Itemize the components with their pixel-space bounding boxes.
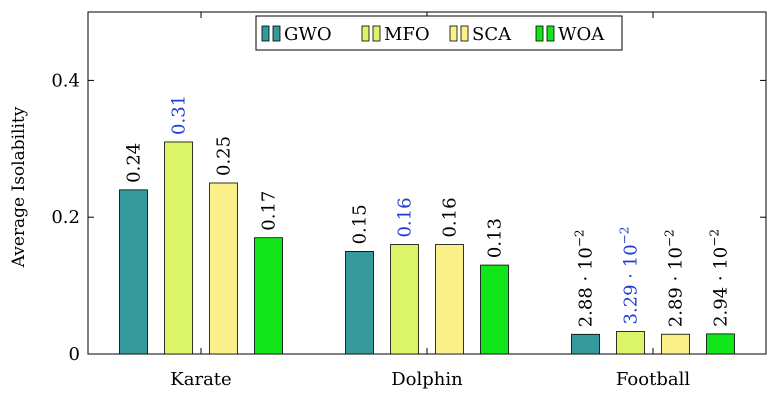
data-label-value: 2.88 · 10 bbox=[576, 247, 597, 327]
y-tick-label: 0.2 bbox=[51, 207, 80, 228]
legend-box bbox=[255, 15, 623, 51]
data-label-exponent: −2 bbox=[618, 227, 632, 245]
data-label-gwo-football: 2.88 · 10−2 bbox=[573, 229, 597, 327]
legend-swatch bbox=[460, 25, 469, 42]
y-axis-title: Average Isolability bbox=[9, 106, 29, 268]
legend-label: MFO bbox=[384, 24, 430, 45]
y-tick-label: 0 bbox=[69, 344, 80, 365]
data-label-mfo-dolphin: 0.16 bbox=[395, 197, 416, 237]
data-label-sca-football: 2.89 · 10−2 bbox=[663, 229, 687, 327]
legend-item-woa: WOA bbox=[535, 24, 605, 45]
bar-sca-karate bbox=[209, 182, 238, 355]
data-label-woa-football: 2.94 · 10−2 bbox=[708, 229, 732, 327]
bar-mfo-karate bbox=[164, 141, 193, 355]
data-labels: 0.240.152.88 · 10−20.310.163.29 · 10−20.… bbox=[124, 95, 732, 327]
data-label-value: 0.31 bbox=[169, 95, 190, 135]
data-label-value: 0.16 bbox=[440, 197, 461, 237]
y-tick-label: 0.4 bbox=[51, 70, 80, 91]
bar-woa-football bbox=[706, 333, 735, 355]
legend-item-sca: SCA bbox=[449, 24, 512, 45]
data-label-value: 0.17 bbox=[259, 191, 280, 231]
legend: GWO MFO SCA WOA bbox=[255, 15, 623, 51]
legend-swatch bbox=[546, 25, 555, 42]
data-label-value: 2.94 · 10 bbox=[711, 247, 732, 327]
legend-label: WOA bbox=[558, 24, 605, 45]
legend-swatch bbox=[361, 25, 370, 42]
legend-swatch bbox=[372, 25, 381, 42]
bar-sca-dolphin bbox=[435, 244, 464, 355]
y-axis: 0 0.2 0.4 bbox=[51, 70, 766, 365]
x-tick-label: Football bbox=[616, 369, 690, 390]
legend-label: SCA bbox=[472, 24, 512, 45]
data-label-sca-dolphin: 0.16 bbox=[440, 197, 461, 237]
data-label-value: 0.25 bbox=[214, 136, 235, 176]
data-label-gwo-dolphin: 0.15 bbox=[350, 204, 371, 244]
data-label-woa-dolphin: 0.13 bbox=[485, 218, 506, 258]
legend-swatch bbox=[535, 25, 544, 42]
x-tick-label: Dolphin bbox=[391, 369, 463, 390]
data-label-exponent: −2 bbox=[663, 229, 677, 247]
legend-label: GWO bbox=[284, 24, 332, 45]
data-label-exponent: −2 bbox=[708, 229, 722, 247]
bar-gwo-karate bbox=[119, 189, 148, 355]
data-label-value: 0.16 bbox=[395, 197, 416, 237]
bar-mfo-football bbox=[616, 331, 645, 355]
data-label-value: 0.15 bbox=[350, 204, 371, 244]
data-label-mfo-karate: 0.31 bbox=[169, 95, 190, 135]
data-label-value: 0.13 bbox=[485, 218, 506, 258]
legend-item-mfo: MFO bbox=[361, 24, 430, 45]
data-label-woa-karate: 0.17 bbox=[259, 191, 280, 231]
bar-gwo-football bbox=[571, 333, 600, 355]
x-tick-label: Karate bbox=[170, 369, 231, 390]
legend-swatch bbox=[261, 25, 270, 42]
data-label-exponent: −2 bbox=[573, 229, 587, 247]
x-axis: Karate Dolphin Football bbox=[170, 12, 690, 390]
data-label-sca-karate: 0.25 bbox=[214, 136, 235, 176]
legend-swatch bbox=[449, 25, 458, 42]
data-label-value: 0.24 bbox=[124, 143, 145, 183]
data-label-value: 2.89 · 10 bbox=[666, 247, 687, 327]
bars bbox=[119, 141, 735, 355]
data-label-value: 3.29 · 10 bbox=[621, 244, 642, 324]
legend-swatch bbox=[272, 25, 281, 42]
data-label-mfo-football: 3.29 · 10−2 bbox=[618, 227, 642, 325]
bar-sca-football bbox=[661, 333, 690, 355]
data-label-gwo-karate: 0.24 bbox=[124, 143, 145, 183]
bar-mfo-dolphin bbox=[390, 244, 419, 355]
bar-woa-dolphin bbox=[480, 264, 509, 355]
legend-item-gwo: GWO bbox=[261, 24, 332, 45]
bar-woa-karate bbox=[254, 237, 283, 355]
bar-gwo-dolphin bbox=[345, 250, 374, 355]
